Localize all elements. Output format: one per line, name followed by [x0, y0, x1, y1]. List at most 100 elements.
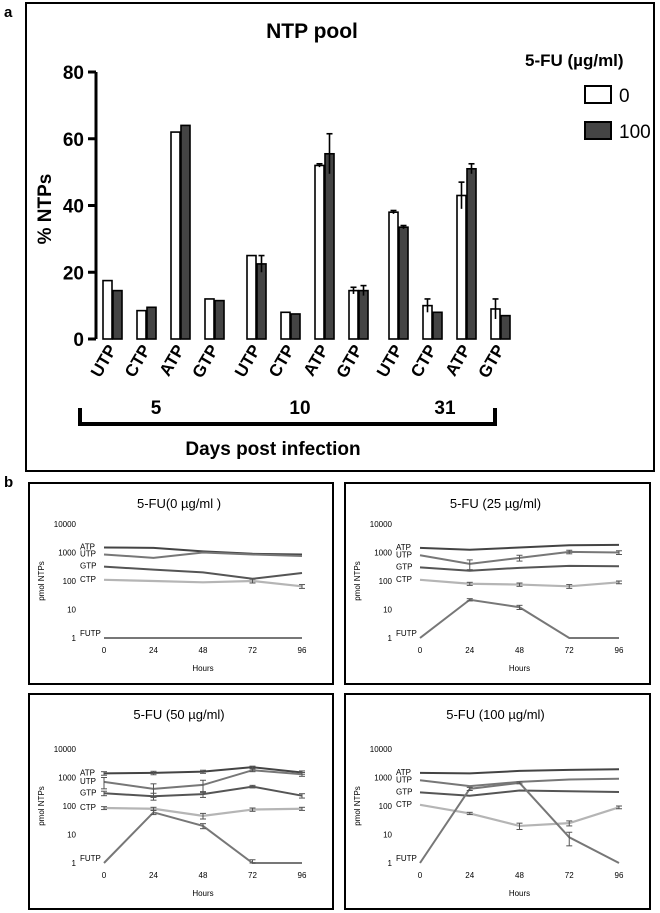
bar — [112, 289, 123, 340]
series-line — [103, 811, 302, 864]
series-label: GTP — [80, 562, 96, 571]
y-tick-label: 100 — [379, 802, 393, 811]
series-label: ATP — [396, 768, 411, 777]
x-category-label: GTP — [475, 342, 509, 382]
x-tick-label: 72 — [565, 646, 574, 655]
x-tick-label: 24 — [149, 646, 158, 655]
bar — [180, 124, 191, 340]
bar — [456, 194, 467, 340]
y-tick-label: 1 — [388, 859, 393, 868]
x-tick-label: 24 — [149, 871, 158, 880]
bar — [290, 313, 301, 340]
x-tick-label: 72 — [248, 871, 257, 880]
x-tick-label: 96 — [298, 646, 307, 655]
line-chart-svg: 5-FU (100 µg/ml) 1 10 100 1000 10000 pmol NTPs… — [353, 707, 624, 898]
bar — [256, 263, 267, 340]
bar-chart-frame: NTP pool 0 20 40 60 80% NTPs UTP CTP ATP GTP UTP CT… — [25, 2, 655, 472]
bar — [214, 299, 225, 340]
bar — [432, 311, 443, 340]
bar — [348, 289, 359, 340]
x-category-label: ATP — [156, 342, 189, 380]
bar — [280, 311, 291, 340]
chart-title: NTP pool — [266, 20, 358, 43]
bar — [102, 279, 113, 340]
x-tick-label: 72 — [248, 646, 257, 655]
bar — [246, 254, 257, 340]
series-label: ATP — [80, 542, 95, 551]
series-line — [419, 789, 620, 797]
series-label: GTP — [80, 788, 96, 797]
x-tick-label: 48 — [199, 871, 208, 880]
line-chart-title: 5-FU (100 µg/ml) — [446, 707, 545, 722]
legend-title: 5-FU (µg/ml) — [525, 51, 624, 70]
series-label: ATP — [80, 768, 95, 777]
y-tick-label: 100 — [379, 577, 393, 586]
series-label: CTP — [80, 575, 96, 584]
x-tick-label: 0 — [418, 646, 423, 655]
y-tick-label: 10 — [67, 831, 76, 840]
x-axis-label: Hours — [192, 889, 213, 898]
series-line — [103, 565, 303, 580]
x-tick-label: 96 — [298, 871, 307, 880]
line-chart-title: 5-FU(0 µg/ml ) — [137, 496, 221, 511]
series-label: FUTP — [80, 854, 101, 863]
bar — [398, 226, 409, 340]
x-tick-label: 0 — [102, 871, 107, 880]
x-category-label: UTP — [231, 342, 264, 381]
line-chart-25ug: 5-FU (25 µg/ml) 1 10 100 1000 10000 pmol NTPs 0… — [344, 482, 651, 685]
legend-label: 0 — [619, 86, 630, 107]
x-tick-label: 48 — [515, 871, 524, 880]
series-line — [419, 768, 620, 775]
series-label: UTP — [80, 777, 96, 786]
bar — [314, 164, 325, 340]
y-tick-label: 10000 — [54, 520, 77, 529]
y-axis-label: pmol NTPs — [353, 561, 362, 601]
legend-label: 100 — [619, 122, 651, 143]
legend-swatch — [584, 85, 612, 104]
x-category-label: CTP — [265, 342, 298, 381]
x-category-label: GTP — [189, 342, 223, 382]
bar — [204, 298, 215, 340]
panel-b-label: b — [4, 474, 14, 491]
group-label: 5 — [151, 398, 162, 419]
line-chart-title: 5-FU (25 µg/ml) — [450, 496, 541, 511]
bar — [466, 167, 477, 340]
y-axis-label: % NTPs — [35, 174, 56, 245]
y-tick-label: 1 — [72, 859, 77, 868]
x-axis-label: Hours — [192, 664, 213, 673]
x-tick-label: 96 — [615, 871, 624, 880]
bar — [388, 211, 399, 340]
x-tick-label: 0 — [418, 871, 423, 880]
series-label: CTP — [80, 803, 96, 812]
y-tick-label: 80 — [63, 63, 84, 84]
y-tick-label: 1 — [388, 634, 393, 643]
x-category-label: UTP — [87, 342, 120, 381]
line-chart-100ug: 5-FU (100 µg/ml) 1 10 100 1000 10000 pmol NTPs… — [344, 693, 651, 910]
y-tick-label: 10000 — [54, 745, 77, 754]
x-category-label: ATP — [442, 342, 475, 380]
y-axis-label: pmol NTPs — [37, 561, 46, 601]
y-tick-label: 20 — [63, 263, 84, 284]
panel-a-label: a — [4, 4, 13, 21]
y-tick-label: 60 — [63, 130, 84, 151]
line-chart-title: 5-FU (50 µg/ml) — [133, 707, 224, 722]
x-category-label: UTP — [373, 342, 406, 381]
y-tick-label: 100 — [63, 802, 77, 811]
series-line — [419, 543, 620, 551]
bar — [324, 152, 335, 340]
group-label: 10 — [289, 398, 310, 419]
y-tick-label: 1 — [72, 634, 77, 643]
x-tick-label: 24 — [465, 871, 474, 880]
series-line — [103, 551, 303, 559]
bar — [500, 314, 511, 340]
y-axis-label: pmol NTPs — [37, 786, 46, 826]
y-tick-label: 10000 — [370, 520, 393, 529]
x-category-label: CTP — [407, 342, 440, 381]
series-label: GTP — [396, 562, 412, 571]
line-chart-0ug: 5-FU(0 µg/ml ) 1 10 100 1000 10000 pmol NTPs 0 2… — [28, 482, 334, 685]
series-label: CTP — [396, 800, 412, 809]
x-category-label: ATP — [300, 342, 333, 380]
bar — [358, 289, 369, 340]
group-label: 31 — [434, 398, 456, 419]
y-tick-label: 10 — [383, 831, 392, 840]
